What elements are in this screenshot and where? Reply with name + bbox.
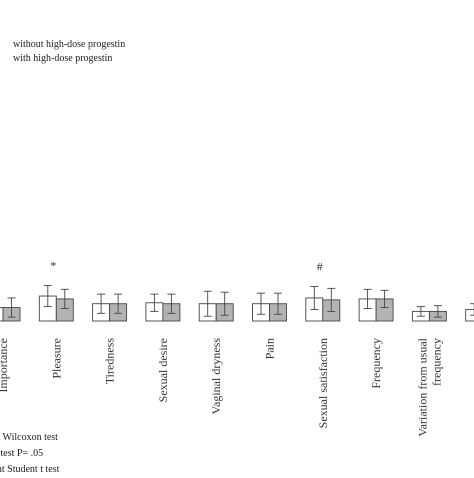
tick-label-7: Frequency xyxy=(369,338,383,389)
tick-label-3: Sexual desire xyxy=(156,338,170,402)
tick-label-2: Tiredness xyxy=(103,338,117,385)
significance-mark-1: * xyxy=(50,258,56,272)
footnote-wilcoxon: ant Wilcoxon test xyxy=(0,432,58,443)
footnotes: ant Wilcoxon test on test P= .05 cant St… xyxy=(0,430,59,478)
bar-without-9 xyxy=(465,309,474,322)
tick-label-4: Vaginal dryness xyxy=(209,338,223,415)
tick-label-6: Sexual satisfaction xyxy=(316,338,330,428)
legend: without high-dose progestin with high-do… xyxy=(13,38,125,66)
legend-item-without: without high-dose progestin xyxy=(13,39,126,50)
significance-mark-6: # xyxy=(317,259,323,273)
footnote-p-value: on test P= .05 xyxy=(0,448,44,459)
tick-label-8: Variation from usualfrequency xyxy=(415,337,443,436)
tick-label-5: Pain xyxy=(263,338,277,359)
footnote-student-t: cant Student t test xyxy=(0,464,60,475)
tick-label-0: Importance xyxy=(0,338,10,393)
tick-label-1: Pleasure xyxy=(49,338,63,379)
legend-item-with: with high-dose progestin xyxy=(13,53,113,64)
